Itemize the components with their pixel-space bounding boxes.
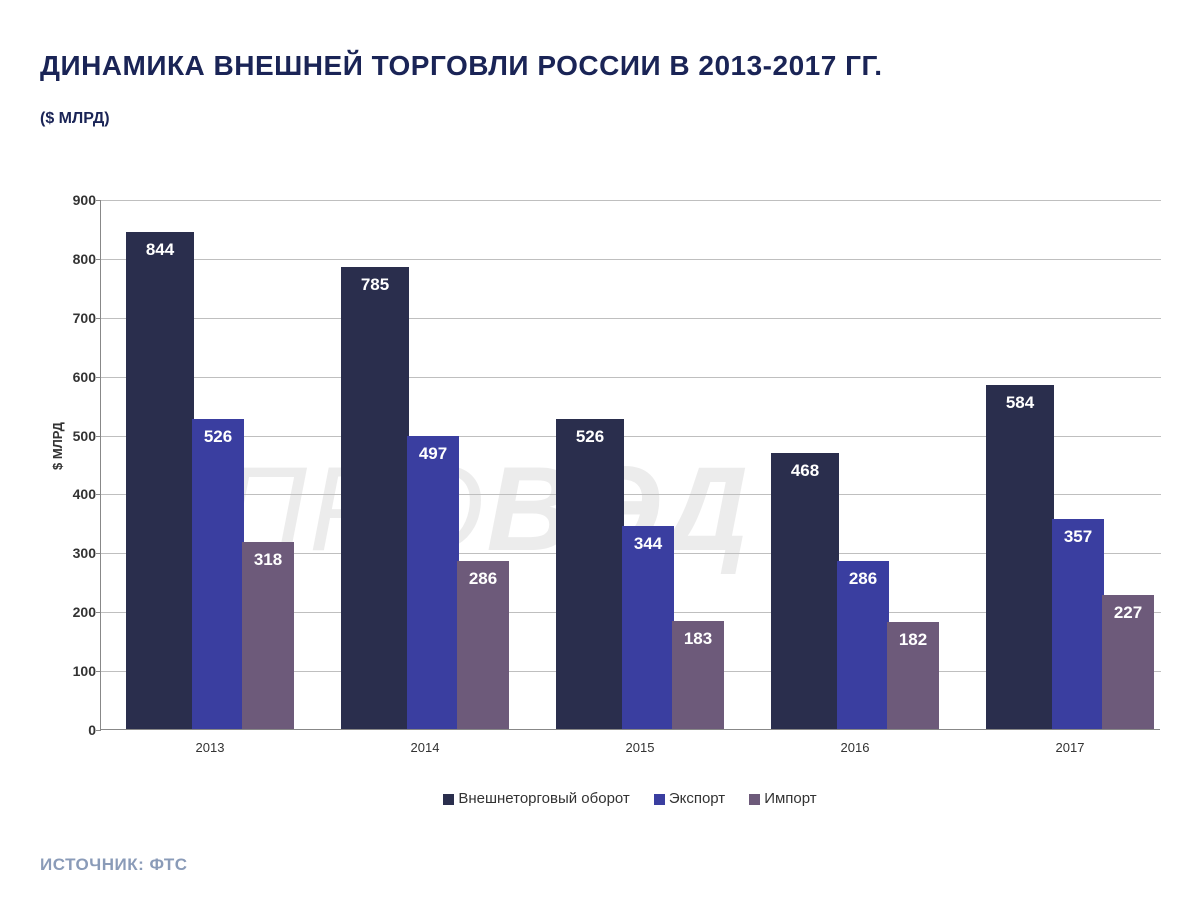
bar-value-label: 344 (622, 534, 674, 554)
y-tick-label: 300 (56, 545, 96, 561)
bar-value-label: 318 (242, 550, 294, 570)
bar-value-label: 286 (457, 569, 509, 589)
bar: 497 (407, 436, 459, 729)
legend-label: Импорт (764, 790, 816, 807)
bar-value-label: 497 (407, 444, 459, 464)
legend-item: Экспорт (654, 790, 725, 807)
y-tick-label: 800 (56, 251, 96, 267)
legend: Внешнеторговый оборот Экспорт Импорт (100, 790, 1160, 807)
bar: 183 (672, 621, 724, 729)
bar-value-label: 227 (1102, 603, 1154, 623)
x-tick-label: 2014 (340, 740, 510, 755)
y-tick-label: 0 (56, 722, 96, 738)
bar-value-label: 785 (341, 275, 409, 295)
bar: 286 (837, 561, 889, 729)
y-tickmark (96, 318, 101, 319)
bar-value-label: 584 (986, 393, 1054, 413)
legend-swatch (749, 794, 760, 805)
bar-value-label: 468 (771, 461, 839, 481)
x-tick-label: 2017 (985, 740, 1155, 755)
y-tick-label: 700 (56, 310, 96, 326)
y-tickmark (96, 671, 101, 672)
chart-title: ДИНАМИКА ВНЕШНЕЙ ТОРГОВЛИ РОССИИ В 2013-… (40, 50, 883, 82)
bar-group: 844 526 318 (126, 200, 296, 729)
y-tickmark (96, 200, 101, 201)
bar: 357 (1052, 519, 1104, 729)
bar-group: 468 286 182 (771, 200, 941, 729)
bar: 227 (1102, 595, 1154, 729)
y-tickmark (96, 553, 101, 554)
bar-group: 785 497 286 (341, 200, 511, 729)
source-text: ИСТОЧНИК: ФТС (40, 855, 187, 875)
bar-value-label: 357 (1052, 527, 1104, 547)
y-tickmark (96, 730, 101, 731)
plot-area: 0100200300400500600700800900844526318785… (100, 200, 1160, 730)
bar: 844 (126, 232, 194, 729)
bar: 318 (242, 542, 294, 729)
x-tick-label: 2016 (770, 740, 940, 755)
y-tick-label: 600 (56, 369, 96, 385)
bar-group: 526 344 183 (556, 200, 726, 729)
bar-value-label: 182 (887, 630, 939, 650)
y-tickmark (96, 494, 101, 495)
y-tick-label: 900 (56, 192, 96, 208)
y-tick-label: 500 (56, 428, 96, 444)
bar-value-label: 183 (672, 629, 724, 649)
bar-value-label: 526 (192, 427, 244, 447)
bar-value-label: 526 (556, 427, 624, 447)
bar: 584 (986, 385, 1054, 729)
y-tickmark (96, 612, 101, 613)
legend-item: Импорт (749, 790, 816, 807)
legend-label: Экспорт (669, 790, 725, 807)
bar: 526 (556, 419, 624, 729)
legend-swatch (654, 794, 665, 805)
bar: 785 (341, 267, 409, 729)
legend-item: Внешнеторговый оборот (443, 790, 629, 807)
bar: 526 (192, 419, 244, 729)
chart-area: 0100200300400500600700800900844526318785… (100, 200, 1160, 760)
y-tick-label: 400 (56, 486, 96, 502)
bar: 344 (622, 526, 674, 729)
y-tick-label: 100 (56, 663, 96, 679)
bar: 286 (457, 561, 509, 729)
bar: 468 (771, 453, 839, 729)
bar: 182 (887, 622, 939, 729)
legend-label: Внешнеторговый оборот (458, 790, 629, 807)
bar-value-label: 286 (837, 569, 889, 589)
x-tick-label: 2013 (125, 740, 295, 755)
x-tick-label: 2015 (555, 740, 725, 755)
y-tickmark (96, 259, 101, 260)
y-tickmark (96, 377, 101, 378)
bar-group: 584 357 227 (986, 200, 1156, 729)
legend-swatch (443, 794, 454, 805)
chart-subtitle: ($ МЛРД) (40, 110, 110, 128)
bar-value-label: 844 (126, 240, 194, 260)
y-tickmark (96, 436, 101, 437)
y-tick-label: 200 (56, 604, 96, 620)
